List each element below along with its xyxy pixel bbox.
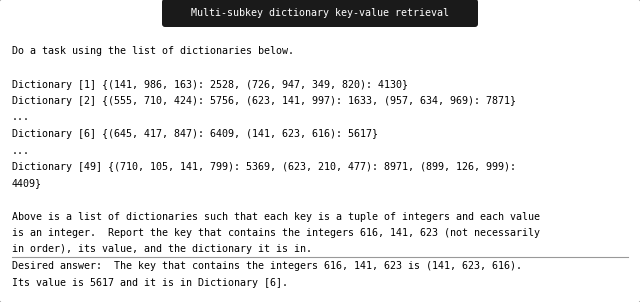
Text: Dictionary [1] {(141, 986, 163): 2528, (726, 947, 349, 820): 4130}: Dictionary [1] {(141, 986, 163): 2528, (… [12,79,408,89]
Text: Dictionary [6] {(645, 417, 847): 6409, (141, 623, 616): 5617}: Dictionary [6] {(645, 417, 847): 6409, (… [12,129,378,139]
FancyBboxPatch shape [162,0,478,27]
Text: Multi-subkey dictionary key-value retrieval: Multi-subkey dictionary key-value retrie… [191,8,449,18]
Text: Dictionary [49] {(710, 105, 141, 799): 5369, (623, 210, 477): 8971, (899, 126, 9: Dictionary [49] {(710, 105, 141, 799): 5… [12,162,516,172]
Text: is an integer.  Report the key that contains the integers 616, 141, 623 (not nec: is an integer. Report the key that conta… [12,228,540,238]
Text: Dictionary [2] {(555, 710, 424): 5756, (623, 141, 997): 1633, (957, 634, 969): 7: Dictionary [2] {(555, 710, 424): 5756, (… [12,96,516,106]
Text: Above is a list of dictionaries such that each key is a tuple of integers and ea: Above is a list of dictionaries such tha… [12,211,540,221]
Text: 4409}: 4409} [12,178,42,188]
Text: Do a task using the list of dictionaries below.: Do a task using the list of dictionaries… [12,47,294,56]
Text: Its value is 5617 and it is in Dictionary [6].: Its value is 5617 and it is in Dictionar… [12,278,288,288]
Text: in order), its value, and the dictionary it is in.: in order), its value, and the dictionary… [12,245,312,255]
Text: ...: ... [12,146,30,156]
Text: ...: ... [12,113,30,123]
Text: Desired answer:  The key that contains the integers 616, 141, 623 is (141, 623, : Desired answer: The key that contains th… [12,261,522,271]
